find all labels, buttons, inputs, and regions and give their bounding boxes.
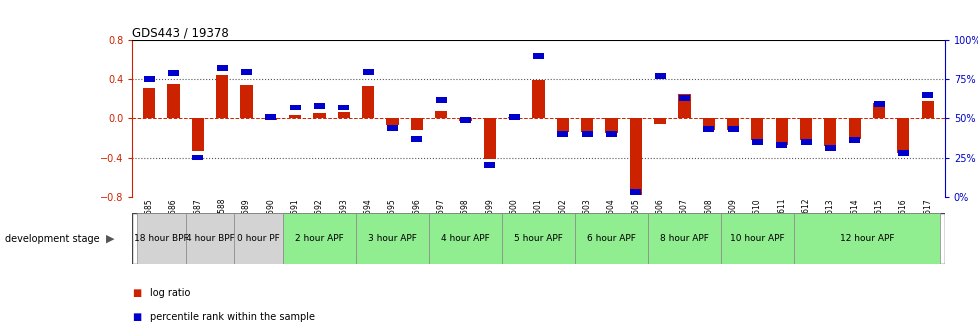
Bar [630, 189, 641, 195]
Bar [727, 119, 738, 130]
Text: 4 hour APF: 4 hour APF [441, 234, 489, 243]
Bar [459, 119, 471, 121]
Text: 5 hour APF: 5 hour APF [513, 234, 562, 243]
Text: ▶: ▶ [106, 234, 114, 244]
Bar [289, 115, 301, 119]
Bar [313, 113, 326, 119]
Bar [483, 119, 496, 160]
Text: ■: ■ [132, 288, 141, 298]
Text: percentile rank within the sample: percentile rank within the sample [150, 312, 315, 323]
Bar [574, 213, 647, 264]
Bar [824, 145, 835, 151]
Bar [920, 101, 933, 119]
Bar [556, 119, 568, 132]
Bar [629, 119, 642, 195]
Bar [143, 88, 156, 119]
Bar [337, 112, 349, 119]
Bar [872, 101, 883, 107]
Bar [604, 119, 617, 133]
Bar [872, 103, 884, 119]
Text: development stage: development stage [5, 234, 100, 244]
Bar [167, 84, 179, 119]
Bar [289, 104, 300, 111]
Text: GDS443 / 19378: GDS443 / 19378 [132, 26, 229, 39]
Bar [434, 111, 447, 119]
Bar [137, 213, 186, 264]
Bar [720, 213, 793, 264]
Bar [800, 139, 811, 145]
Bar [502, 213, 574, 264]
Bar [653, 119, 665, 124]
Bar [314, 103, 325, 109]
Bar [679, 95, 689, 101]
Bar [678, 94, 689, 119]
Text: 10 hour APF: 10 hour APF [730, 234, 784, 243]
Bar [848, 119, 860, 139]
Text: 0 hour PF: 0 hour PF [237, 234, 280, 243]
Bar [428, 213, 502, 264]
Bar [144, 76, 155, 82]
Bar [654, 73, 665, 79]
Bar [897, 150, 908, 156]
Bar [702, 119, 714, 130]
Bar [727, 126, 737, 132]
Bar [556, 131, 567, 137]
Bar [508, 118, 519, 119]
Text: 3 hour APF: 3 hour APF [368, 234, 417, 243]
Bar [356, 213, 428, 264]
Bar [264, 119, 277, 120]
Bar [386, 119, 398, 125]
Bar [775, 119, 787, 145]
Text: 18 hour BPF: 18 hour BPF [134, 234, 189, 243]
Bar [848, 137, 860, 143]
Bar [362, 86, 374, 119]
Bar [702, 126, 714, 132]
Bar [362, 69, 374, 75]
Bar [581, 131, 592, 137]
Bar [799, 119, 812, 140]
Bar [234, 213, 283, 264]
Text: 2 hour APF: 2 hour APF [294, 234, 343, 243]
Bar [776, 142, 786, 148]
Bar [411, 119, 422, 130]
Bar [216, 76, 228, 119]
Bar [823, 119, 835, 146]
Text: 6 hour APF: 6 hour APF [587, 234, 636, 243]
Bar [580, 119, 593, 132]
Bar [216, 66, 228, 72]
Bar [605, 131, 616, 137]
Bar [283, 213, 356, 264]
Bar [921, 92, 932, 98]
Bar [532, 53, 544, 59]
Bar [509, 114, 519, 120]
Bar [435, 97, 446, 103]
Text: ■: ■ [132, 312, 141, 323]
Bar [193, 155, 203, 161]
Bar [265, 114, 276, 120]
Bar [647, 213, 720, 264]
Bar [532, 80, 544, 119]
Bar [241, 69, 251, 75]
Bar [168, 70, 179, 76]
Bar [750, 119, 763, 140]
Bar [793, 213, 939, 264]
Text: log ratio: log ratio [150, 288, 190, 298]
Bar [241, 85, 252, 119]
Text: 12 hour APF: 12 hour APF [839, 234, 893, 243]
Bar [751, 139, 762, 145]
Bar [411, 136, 422, 142]
Bar [186, 213, 234, 264]
Text: 8 hour APF: 8 hour APF [659, 234, 708, 243]
Bar [386, 125, 397, 131]
Bar [897, 119, 909, 153]
Bar [460, 117, 470, 123]
Bar [338, 104, 349, 111]
Text: 4 hour BPF: 4 hour BPF [186, 234, 234, 243]
Bar [484, 162, 495, 168]
Bar [192, 119, 203, 151]
